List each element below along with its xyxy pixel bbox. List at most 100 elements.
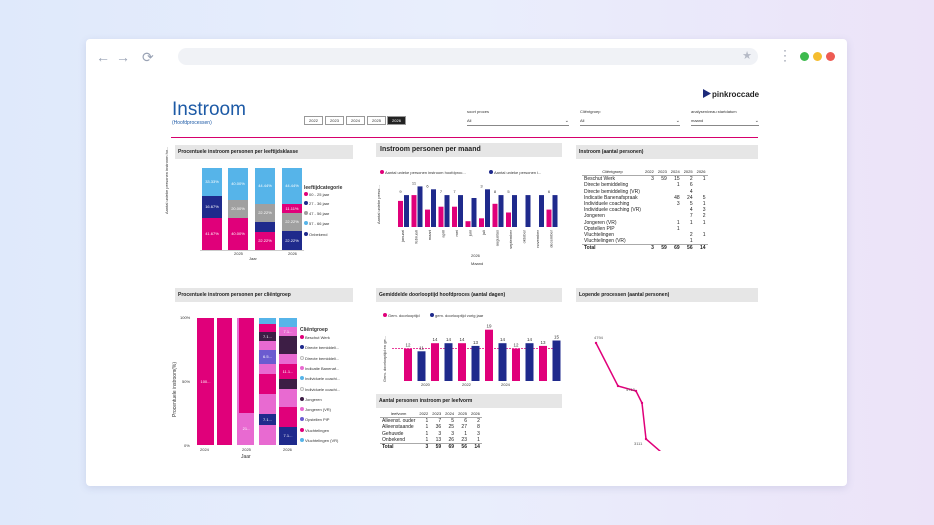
- bar-segment: [217, 318, 232, 445]
- table-cell: 1: [425, 436, 429, 443]
- legend-item: Indicatie Banenaf...: [300, 365, 339, 371]
- window-controls: [800, 52, 835, 61]
- bar-navy: [512, 195, 517, 227]
- forward-arrow-icon[interactable]: →: [116, 49, 130, 65]
- bar-navy: [431, 189, 436, 227]
- filter-select-proces[interactable]: All ⌄: [467, 118, 569, 126]
- column-header: leefvorm: [380, 411, 418, 419]
- address-bar[interactable]: ★: [178, 48, 758, 65]
- year-button-2026[interactable]: 2026: [387, 116, 406, 125]
- bar-pink: [452, 206, 457, 227]
- table-cell: 2: [702, 213, 706, 220]
- maximize-button[interactable]: [800, 52, 809, 61]
- legend-item: Individuele coachi...: [300, 386, 340, 392]
- bar-navy: [498, 343, 507, 381]
- table-row: Jongeren 7 2: [582, 213, 708, 219]
- table-cell: Indicatie Banenafspraak: [584, 194, 638, 201]
- legend-item: Jongeren: [300, 396, 322, 402]
- minimize-button[interactable]: [813, 52, 822, 61]
- year-button-2023[interactable]: 2023: [325, 116, 344, 125]
- table-cell: 5: [689, 201, 693, 208]
- table-cell: 69: [668, 244, 682, 252]
- table-cell: 36: [435, 424, 442, 431]
- table-cell: Onbekend: [382, 436, 406, 443]
- table-cell: 56: [681, 244, 695, 252]
- legend-item: Aantal unieke personen i...: [489, 170, 541, 175]
- chevron-down-icon: ⌄: [754, 118, 759, 124]
- table-cell: Jongeren: [584, 213, 605, 220]
- table-cell: 14: [694, 244, 708, 252]
- table-cell: 3: [438, 430, 442, 437]
- filter-label-clientgroep: Cliëntgroep: [580, 109, 601, 114]
- table-cell: [695, 238, 708, 245]
- year-button-2025[interactable]: 2025: [367, 116, 386, 125]
- bar-pink: [479, 218, 484, 227]
- table-cell: 1: [689, 219, 693, 226]
- table-cell: 69: [443, 443, 457, 451]
- legend-title: leeftijdcategorie: [304, 185, 343, 191]
- panel-title-maand: Instroom personen per maand: [376, 143, 562, 157]
- table-cell: 23: [461, 436, 467, 443]
- x-tick-2024: 2024: [200, 447, 209, 452]
- bar-segment: [279, 318, 297, 327]
- bar-segment: 7.1...: [279, 327, 297, 336]
- data-label: 7: [440, 189, 443, 194]
- table-cell: Directe bemiddeling (VR): [584, 188, 640, 195]
- bar-navy: [417, 351, 426, 381]
- bar-pink: [438, 206, 444, 227]
- legend-title: Cliëntgroep: [300, 327, 328, 333]
- table-cell: 24: [687, 194, 693, 201]
- bookmark-star-icon[interactable]: ★: [742, 50, 752, 62]
- bar-pink: [506, 212, 511, 227]
- table-cell: 2: [689, 176, 693, 183]
- panel-title-instroom: Instroom (aantal personen): [576, 145, 758, 159]
- bar-segment: [259, 394, 276, 414]
- bar-segment: 22.22%: [282, 213, 302, 231]
- data-label: 8: [494, 189, 497, 194]
- bar-segment: 21...: [239, 413, 254, 445]
- table-cell: Individuele coaching (VR): [584, 207, 641, 214]
- x-tick: 2024: [501, 382, 510, 387]
- bar-pink: [485, 329, 493, 381]
- table-cell: 1: [702, 219, 706, 226]
- column-header: 2026: [468, 411, 482, 419]
- bar-segment: [279, 379, 297, 389]
- table-cell: 1: [676, 182, 680, 189]
- table-cell: 4: [689, 188, 693, 195]
- x-tick: 2020: [421, 382, 430, 387]
- bar-navy: [539, 195, 544, 227]
- back-arrow-icon[interactable]: ←: [96, 49, 110, 65]
- data-label: 14: [500, 337, 506, 342]
- table-row: Alleenstaande 1 36 25 27 8: [380, 424, 482, 430]
- panel-title-doorlooptijd: Gemiddelde doorlooptijd hoofdproces (aan…: [376, 288, 562, 302]
- column-header: 2024: [443, 411, 457, 419]
- panel-title-leefvorm: Aantal personen instroom per leefvorm: [376, 394, 562, 408]
- leefvorm-table: leefvorm 2022 2023 2024 2025 2026 Alleenst. ou…: [380, 411, 482, 451]
- bar-segment: 40.00%: [228, 168, 248, 200]
- legend-item: Onbekend: [304, 232, 327, 237]
- table-cell: 1: [425, 430, 429, 437]
- chevron-down-icon: ⌄: [675, 118, 680, 124]
- bar-pink: [458, 343, 466, 381]
- browser-window: ← → ⟳ ★ · · · Instroom (Hoofdprocessen) 20…: [86, 39, 847, 486]
- x-tick: 2022: [462, 382, 471, 387]
- year-button-2022[interactable]: 2022: [304, 116, 323, 125]
- close-button[interactable]: [826, 52, 835, 61]
- month-tick: december: [549, 229, 554, 247]
- table-cell: 1: [702, 201, 706, 208]
- data-label: 12: [405, 343, 411, 348]
- year-button-2024[interactable]: 2024: [346, 116, 365, 125]
- table-header: Cliëntgroep 2022 2023 2024 2025 2026: [582, 169, 708, 177]
- table-cell: Total: [582, 244, 643, 252]
- kebab-menu-icon[interactable]: · · ·: [783, 43, 787, 67]
- bar-segment: [259, 318, 276, 324]
- table-row: Beschut Werk 3 59 15 2 1: [582, 176, 708, 183]
- month-tick: augustus: [495, 230, 500, 246]
- filter-select-analyseniveau[interactable]: maand ⌄: [691, 118, 759, 126]
- bar-segment: 22.22%: [282, 231, 302, 250]
- legend-item: Directe bemiddeli...: [300, 355, 339, 361]
- panel4-ylabel: Procentuele instroom(%): [172, 361, 178, 417]
- reload-icon[interactable]: ⟳: [142, 49, 154, 65]
- filter-select-clientgroep[interactable]: All ⌄: [580, 118, 680, 126]
- data-label: 4713: [626, 387, 636, 392]
